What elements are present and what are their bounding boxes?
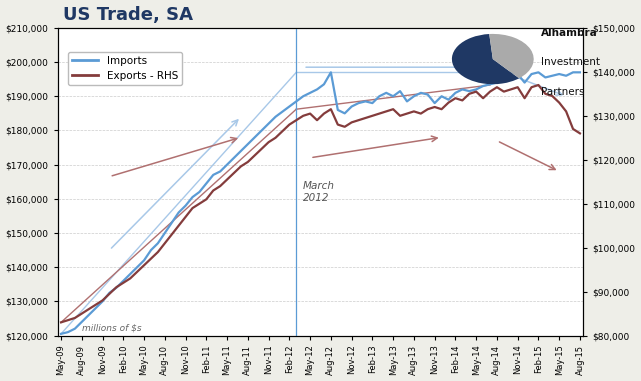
Text: March
2012: March 2012	[303, 181, 335, 203]
Text: Alhambra: Alhambra	[541, 28, 598, 38]
Wedge shape	[489, 34, 534, 78]
Text: millions of $s: millions of $s	[82, 323, 142, 332]
Text: Investment: Investment	[541, 58, 600, 67]
Wedge shape	[452, 34, 519, 84]
Legend: Imports, Exports - RHS: Imports, Exports - RHS	[68, 51, 182, 85]
Text: Partners: Partners	[541, 87, 585, 97]
Text: US Trade, SA: US Trade, SA	[63, 6, 193, 24]
